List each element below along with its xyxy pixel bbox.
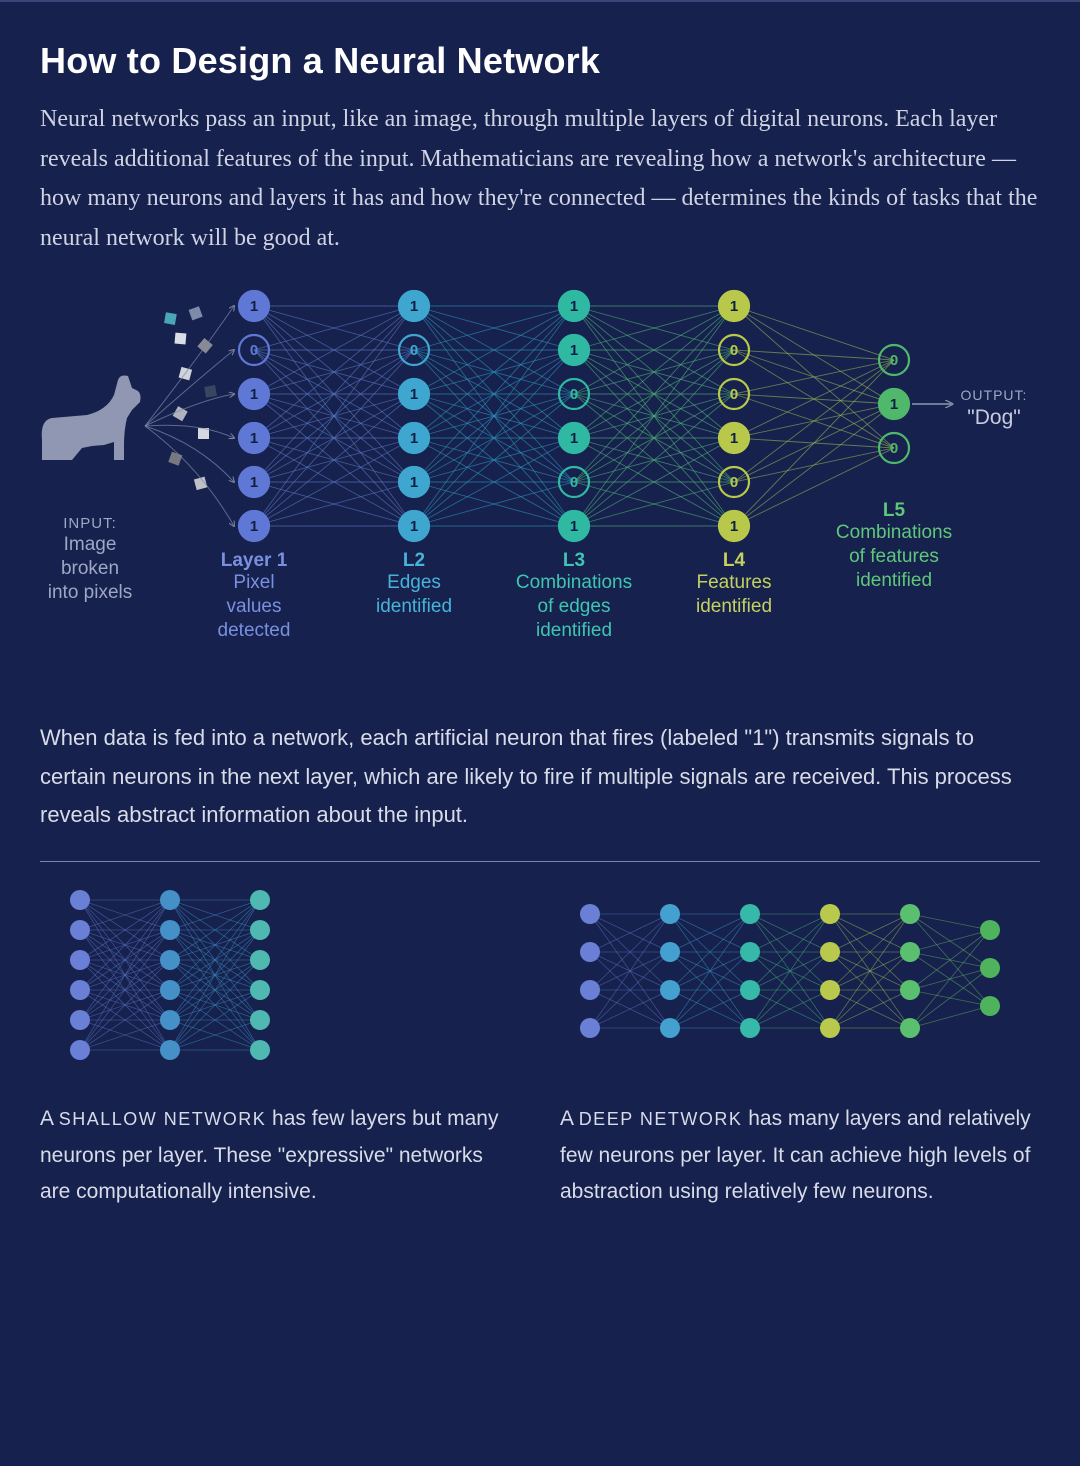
- svg-text:Edges: Edges: [387, 572, 441, 593]
- svg-text:of features: of features: [849, 546, 939, 567]
- svg-text:1: 1: [730, 298, 738, 315]
- svg-text:0: 0: [730, 342, 738, 359]
- svg-text:L4: L4: [723, 550, 746, 571]
- svg-text:1: 1: [570, 430, 578, 447]
- intro-paragraph: Neural networks pass an input, like an i…: [40, 100, 1040, 258]
- shallow-network-col: A SHALLOW NETWORK has few layers but man…: [40, 882, 516, 1211]
- page-title: How to Design a Neural Network: [40, 40, 1040, 82]
- svg-text:detected: detected: [218, 620, 291, 641]
- middle-paragraph: When data is fed into a network, each ar…: [40, 719, 1040, 835]
- svg-text:1: 1: [570, 342, 578, 359]
- svg-text:"Dog": "Dog": [967, 406, 1020, 429]
- svg-text:OUTPUT:: OUTPUT:: [961, 387, 1028, 403]
- svg-text:identified: identified: [536, 620, 612, 641]
- deep-lead: A DEEP NETWORK: [560, 1107, 742, 1130]
- svg-text:1: 1: [250, 474, 258, 491]
- svg-text:L5: L5: [883, 500, 906, 521]
- svg-text:identified: identified: [856, 570, 932, 591]
- svg-text:L3: L3: [563, 550, 585, 571]
- svg-text:0: 0: [890, 352, 898, 369]
- svg-text:into pixels: into pixels: [48, 582, 133, 603]
- svg-text:1: 1: [410, 430, 418, 447]
- svg-text:0: 0: [730, 386, 738, 403]
- svg-text:Combinations: Combinations: [836, 522, 952, 543]
- svg-text:1: 1: [570, 298, 578, 315]
- svg-text:Features: Features: [697, 572, 772, 593]
- svg-text:0: 0: [250, 342, 258, 359]
- deep-caption: A DEEP NETWORK has many layers and relat…: [560, 1101, 1040, 1211]
- svg-text:1: 1: [730, 518, 738, 535]
- divider: [40, 861, 1040, 862]
- svg-text:0: 0: [730, 474, 738, 491]
- svg-text:broken: broken: [61, 558, 119, 579]
- svg-text:Layer 1: Layer 1: [221, 550, 288, 571]
- svg-text:Combinations: Combinations: [516, 572, 632, 593]
- svg-text:1: 1: [730, 430, 738, 447]
- svg-text:0: 0: [410, 342, 418, 359]
- svg-text:1: 1: [250, 518, 258, 535]
- svg-text:1: 1: [250, 298, 258, 315]
- svg-text:L2: L2: [403, 550, 425, 571]
- svg-text:0: 0: [570, 386, 578, 403]
- svg-text:0: 0: [890, 440, 898, 457]
- svg-text:1: 1: [570, 518, 578, 535]
- svg-text:0: 0: [570, 474, 578, 491]
- svg-text:identified: identified: [376, 596, 452, 617]
- shallow-caption: A SHALLOW NETWORK has few layers but man…: [40, 1101, 516, 1211]
- svg-text:1: 1: [410, 474, 418, 491]
- svg-text:1: 1: [410, 298, 418, 315]
- svg-text:Pixel: Pixel: [233, 572, 274, 593]
- svg-text:1: 1: [410, 386, 418, 403]
- svg-text:of edges: of edges: [538, 596, 611, 617]
- main-diagram: 1 0 1 1 1 1 1 0 1 1 1 1 1 1 0 1 0 1 1 0 0 1 0 1 0 1 0 Layer 1Pixel v…: [40, 278, 1040, 703]
- svg-text:identified: identified: [696, 596, 772, 617]
- svg-text:1: 1: [250, 430, 258, 447]
- svg-text:INPUT:: INPUT:: [63, 515, 117, 532]
- svg-text:values: values: [227, 596, 282, 617]
- deep-network-col: A DEEP NETWORK has many layers and relat…: [560, 882, 1040, 1211]
- svg-text:1: 1: [250, 386, 258, 403]
- svg-text:1: 1: [410, 518, 418, 535]
- svg-text:Image: Image: [64, 534, 117, 555]
- shallow-lead: A SHALLOW NETWORK: [40, 1107, 266, 1130]
- svg-text:1: 1: [890, 396, 898, 413]
